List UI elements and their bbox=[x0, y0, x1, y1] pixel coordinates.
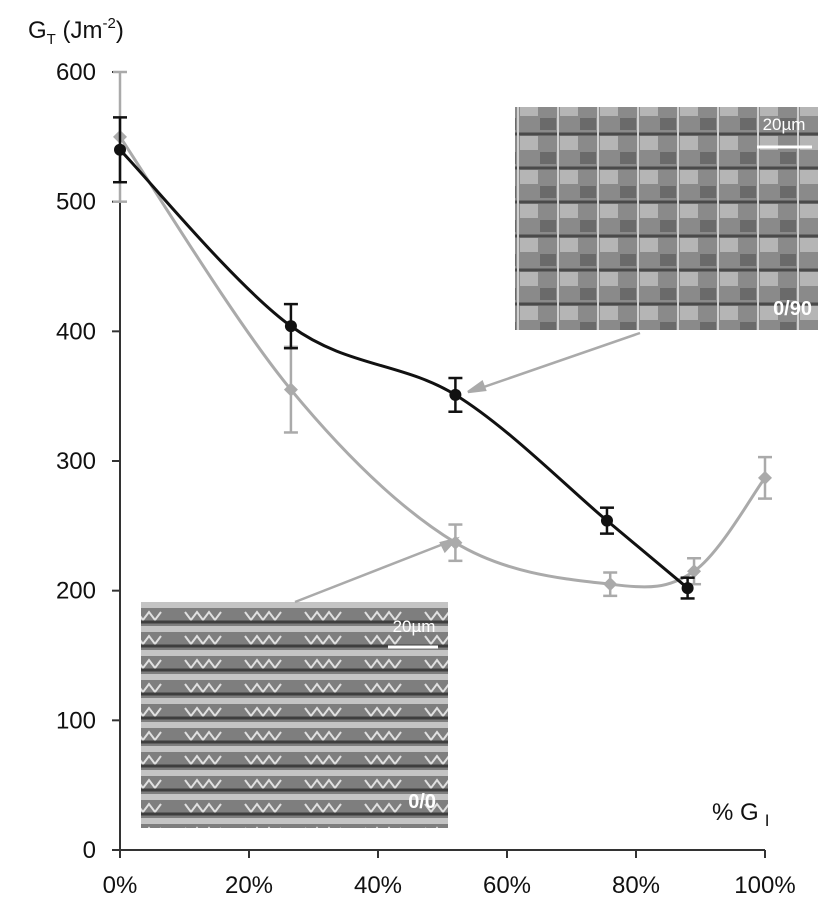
chart: 20µm 0/90 20µm 0/0 GT (Jm-2) % G I 0 100 20… bbox=[0, 0, 821, 916]
y-axis-title: GT (Jm-2) bbox=[28, 15, 124, 48]
scale-label: 20µm bbox=[763, 115, 806, 134]
x-tick-label: 100% bbox=[734, 872, 795, 899]
y-tick-label: 400 bbox=[56, 318, 96, 345]
marker bbox=[682, 582, 694, 594]
y-title-part: ) bbox=[116, 17, 124, 44]
x-tick-label: 60% bbox=[483, 872, 531, 899]
x-axis-title: % G I bbox=[712, 799, 769, 830]
y-tick-label: 0 bbox=[83, 837, 96, 864]
y-tick-label: 200 bbox=[56, 578, 96, 605]
marker bbox=[601, 515, 613, 527]
marker bbox=[448, 536, 462, 550]
arrow-head bbox=[468, 382, 485, 392]
inset-label: 0/0 bbox=[408, 791, 436, 813]
marker bbox=[114, 144, 126, 156]
x-tick-label: 40% bbox=[354, 872, 402, 899]
x-title-part: I bbox=[765, 811, 770, 830]
scale-label: 20µm bbox=[393, 617, 436, 636]
marker bbox=[449, 389, 461, 401]
inset-bottom: 20µm 0/0 bbox=[141, 602, 448, 828]
y-title-part: (Jm bbox=[56, 17, 103, 44]
x-tick-label: 20% bbox=[225, 872, 273, 899]
x-tick-label: 80% bbox=[612, 872, 660, 899]
x-tick-label: 0% bbox=[103, 872, 138, 899]
y-title-part: -2 bbox=[103, 15, 116, 32]
x-title-part: % G bbox=[712, 799, 759, 826]
arrow bbox=[478, 333, 640, 389]
y-tick-label: 300 bbox=[56, 448, 96, 475]
y-title-part: G bbox=[28, 17, 47, 44]
y-title-part: T bbox=[47, 31, 56, 48]
y-tick-label: 100 bbox=[56, 707, 96, 734]
marker bbox=[285, 320, 297, 332]
sem-image bbox=[515, 107, 818, 330]
y-tick-label: 600 bbox=[56, 59, 96, 86]
inset-label: 0/90 bbox=[773, 298, 812, 320]
inset-top: 20µm 0/90 bbox=[515, 107, 818, 330]
y-tick-label: 500 bbox=[56, 189, 96, 216]
arrows bbox=[295, 333, 640, 602]
marker bbox=[603, 577, 617, 591]
arrow bbox=[295, 543, 446, 602]
